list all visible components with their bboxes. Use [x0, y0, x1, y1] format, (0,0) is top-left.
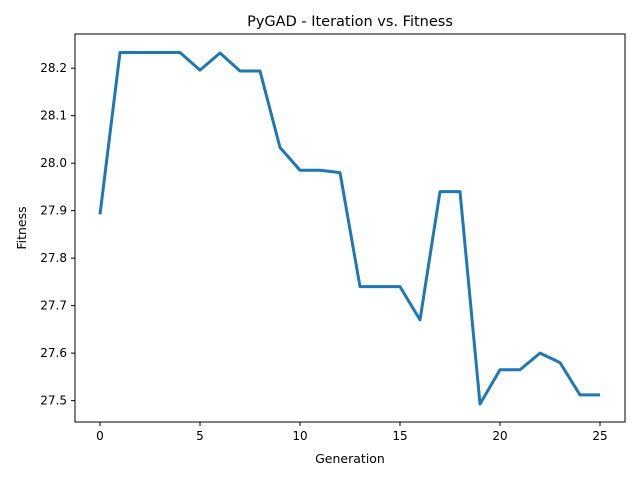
- y-axis: 27.5 27.6 27.7 27.8 27.9 28.0 28.1 28.2: [40, 61, 75, 408]
- x-tick-label-20: 20: [492, 429, 507, 443]
- plot-frame: [74, 33, 626, 423]
- y-tick-label-4: 27.9: [40, 204, 67, 218]
- series-group: [98, 51, 600, 406]
- y-tick-label-3: 27.8: [40, 251, 67, 265]
- y-tick-label-0: 27.5: [40, 394, 67, 408]
- x-tick-label-0: 0: [96, 429, 104, 443]
- x-axis: 0 5 10 15 20 25: [96, 422, 608, 443]
- y-tick-label-2: 27.7: [40, 299, 67, 313]
- y-tick-label-6: 28.1: [40, 109, 67, 123]
- x-tick-label-15: 15: [392, 429, 407, 443]
- y-tick-label-1: 27.6: [40, 346, 67, 360]
- chart-title: PyGAD - Iteration vs. Fitness: [247, 14, 453, 30]
- y-axis-label: Fitness: [14, 206, 29, 249]
- y-tick-label-7: 28.2: [40, 61, 67, 75]
- x-tick-label-10: 10: [292, 429, 307, 443]
- x-axis-label: Generation: [315, 451, 385, 466]
- x-tick-label-25: 25: [592, 429, 607, 443]
- x-tick-label-5: 5: [196, 429, 204, 443]
- series-line-0: [98, 51, 600, 406]
- y-tick-label-5: 28.0: [40, 156, 67, 170]
